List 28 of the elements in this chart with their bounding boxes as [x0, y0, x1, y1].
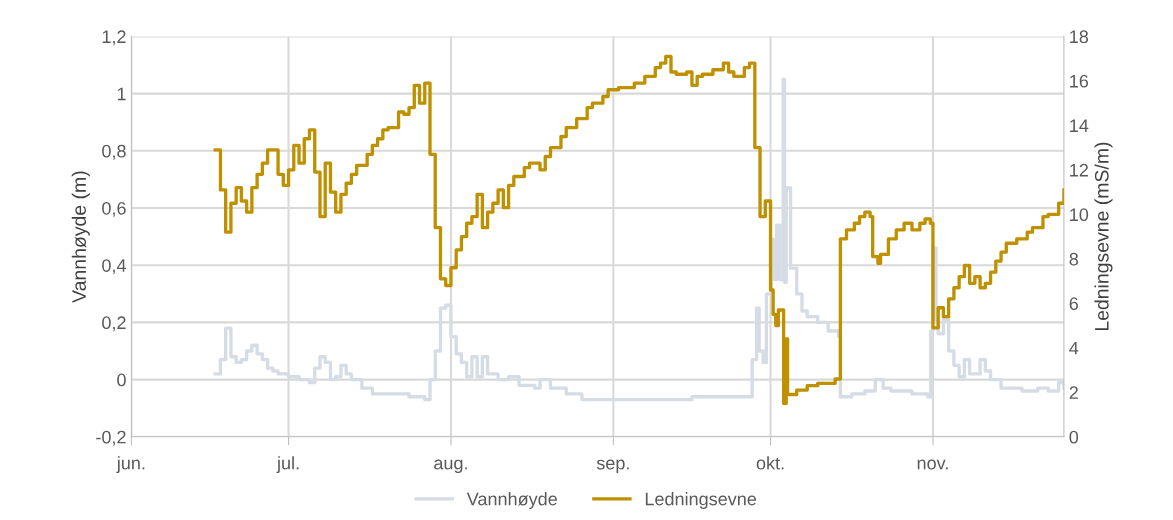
y-tick-label: 0,8 [102, 144, 126, 160]
x-tick-label: nov. [917, 459, 948, 470]
y-tick-label: 0,6 [102, 201, 126, 217]
y2-tick-label: 8 [1069, 252, 1079, 266]
y2-tick-label: 10 [1070, 208, 1089, 222]
y2-tick-label: 4 [1069, 341, 1079, 355]
legend-label: Vannhøyde [466, 492, 557, 509]
y2-axis-title: Ledningsevne (mS/m) [1094, 142, 1113, 331]
x-tick-label: jun. [116, 456, 145, 474]
x-tick-label: sep. [596, 459, 629, 474]
y2-tick-label: 16 [1070, 74, 1089, 88]
x-tick-label: jul. [276, 456, 299, 474]
y-tick-label: 0,4 [102, 259, 126, 275]
y2-tick-label: 12 [1070, 163, 1088, 177]
y2-tick-label: 0 [1069, 430, 1079, 444]
y-tick-label: 0,2 [102, 316, 126, 332]
y2-tick-label: 6 [1069, 297, 1079, 311]
x-tick-label: okt. [756, 456, 784, 470]
y-tick-label: 0 [117, 373, 126, 387]
y2-tick-label: 2 [1069, 386, 1078, 399]
x-tick-label: aug. [434, 459, 467, 474]
y-tick-label: 1 [117, 87, 126, 101]
y2-tick-label: 14 [1070, 119, 1089, 132]
y-tick-label: 1,2 [102, 30, 126, 46]
legend-label: Ledningsevne [645, 492, 757, 509]
y-axis-title: Vannhøyde (m) [71, 171, 90, 303]
y-tick-label: -0,2 [96, 430, 126, 446]
y2-tick-label: 18 [1070, 30, 1089, 44]
